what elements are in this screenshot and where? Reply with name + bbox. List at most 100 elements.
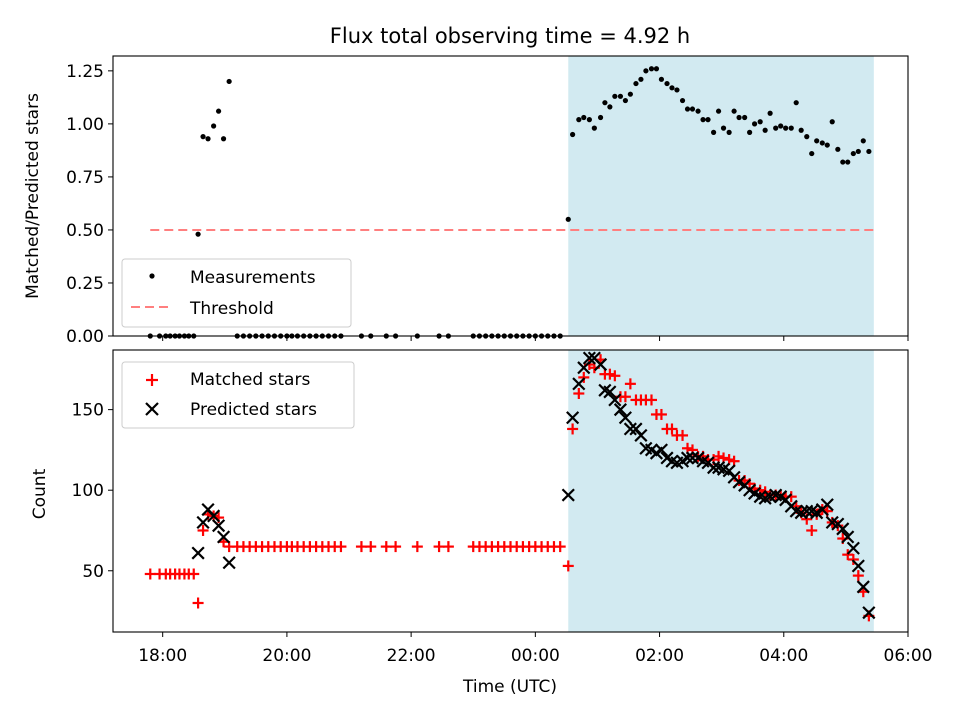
- matched-star-point: [852, 570, 864, 582]
- top-ytick-label: 0.75: [66, 168, 104, 188]
- measurement-point: [840, 159, 846, 165]
- matched-star-point: [197, 524, 209, 536]
- measurement-point: [684, 106, 691, 112]
- measurement-point: [638, 76, 644, 82]
- measurement-point: [855, 148, 861, 155]
- measurement-point: [767, 110, 773, 116]
- top-ytick-label: 1.25: [66, 62, 104, 82]
- matched-star-point: [390, 541, 402, 553]
- matched-star-point: [562, 560, 574, 572]
- top-observing-window: [568, 56, 874, 336]
- bottom-ytick-label: 50: [82, 562, 104, 582]
- xtick-label: 00:00: [511, 646, 560, 666]
- measurement-point: [643, 68, 649, 74]
- predicted-star-point: [680, 451, 695, 465]
- bottom-observing-window: [568, 350, 874, 632]
- bottom-axis-ticks: 50 100 150 18:00 20:00 22:00 00:00 02:00 04:00 06…: [72, 401, 933, 666]
- predicted-star-point: [685, 451, 700, 465]
- matched-star-point: [619, 391, 631, 403]
- measurement-point: [586, 117, 592, 123]
- predicted-star-point: [654, 443, 669, 457]
- predicted-stars-points: [191, 351, 876, 620]
- xtick-label: 20:00: [262, 646, 311, 666]
- top-axis-ticks: 0.00 0.25 0.50 0.75 1.00 1.25: [66, 62, 909, 347]
- measurement-point: [669, 85, 675, 91]
- predicted-star-point: [582, 351, 596, 365]
- matched-star-point: [192, 597, 204, 609]
- measurement-point: [751, 121, 758, 127]
- measurement-point: [622, 97, 629, 104]
- measurement-point: [679, 97, 686, 104]
- matched-star-point: [713, 450, 725, 462]
- top-axes-frame: [112, 55, 909, 337]
- legend-matched-label: Matched stars: [190, 370, 310, 390]
- measurement-point: [747, 129, 753, 135]
- top-ylabel: Matched/Predicted stars: [23, 93, 43, 299]
- matched-star-point: [188, 568, 200, 580]
- measurement-point: [653, 66, 660, 72]
- measurement-point: [819, 140, 825, 146]
- top-ytick-label: 0.25: [66, 274, 104, 294]
- measurement-point: [742, 114, 748, 121]
- bottom-legend: Matched stars Predicted stars: [121, 361, 355, 429]
- legend-matched-marker: [146, 374, 158, 386]
- measurement-point: [215, 108, 222, 114]
- measurement-point: [829, 119, 835, 125]
- top-ytick-label: 1.00: [66, 115, 104, 135]
- bottom-panel: 50 100 150 18:00 20:00 22:00 00:00 02:00 04:00 06…: [30, 349, 933, 697]
- predicted-star-point: [196, 515, 210, 530]
- bottom-ylabel: Count: [30, 468, 50, 519]
- measurement-point: [835, 146, 841, 152]
- matched-star-point: [655, 408, 667, 420]
- measurement-point: [570, 131, 576, 138]
- measurement-point: [220, 136, 227, 142]
- matched-star-point: [380, 541, 392, 553]
- measurement-points: [147, 66, 872, 339]
- measurement-point: [824, 142, 830, 148]
- measurement-point: [736, 114, 742, 121]
- matched-star-point: [677, 429, 689, 441]
- measurement-point: [689, 106, 696, 112]
- measurement-point: [757, 119, 763, 125]
- xlabel: Time (UTC): [462, 677, 557, 697]
- top-legend: Measurements Threshold: [121, 258, 352, 328]
- measurement-point: [845, 159, 851, 165]
- measurement-point: [731, 108, 737, 114]
- matched-star-point: [567, 423, 579, 435]
- measurement-point: [617, 93, 624, 99]
- predicted-star-point: [862, 606, 876, 620]
- measurement-point: [710, 129, 717, 135]
- predicted-star-point: [634, 428, 648, 442]
- predicted-star-point: [623, 422, 637, 436]
- predicted-star-point: [608, 393, 622, 407]
- measurement-point: [720, 125, 727, 131]
- measurement-point: [674, 87, 680, 93]
- bottom-ytick-label: 100: [72, 481, 104, 501]
- predicted-star-point: [566, 411, 580, 425]
- predicted-star-point: [603, 385, 617, 399]
- measurement-point: [809, 150, 815, 157]
- legend-predicted-marker: [145, 402, 159, 416]
- xtick-label: 02:00: [635, 646, 684, 666]
- bottom-ytick-label: 150: [72, 401, 104, 421]
- measurement-point: [565, 216, 571, 222]
- predicted-star-point: [593, 357, 608, 372]
- measurement-point: [226, 78, 232, 85]
- measurement-point: [695, 108, 701, 114]
- predicted-star-point: [820, 498, 834, 512]
- measurement-point: [597, 114, 604, 121]
- chart-title: Flux total observing time = 4.92 h: [330, 24, 690, 48]
- matched-star-point: [365, 541, 377, 553]
- predicted-star-point: [856, 580, 870, 594]
- measurement-point: [814, 138, 820, 144]
- measurement-point: [658, 76, 665, 82]
- top-ytick-label: 0.00: [66, 327, 104, 347]
- matched-star-point: [806, 524, 818, 536]
- predicted-star-point: [572, 377, 586, 391]
- measurement-point: [788, 125, 794, 131]
- measurement-point: [798, 127, 804, 133]
- measurement-point: [195, 231, 201, 237]
- measurement-point: [627, 91, 633, 97]
- measurement-point: [778, 123, 784, 129]
